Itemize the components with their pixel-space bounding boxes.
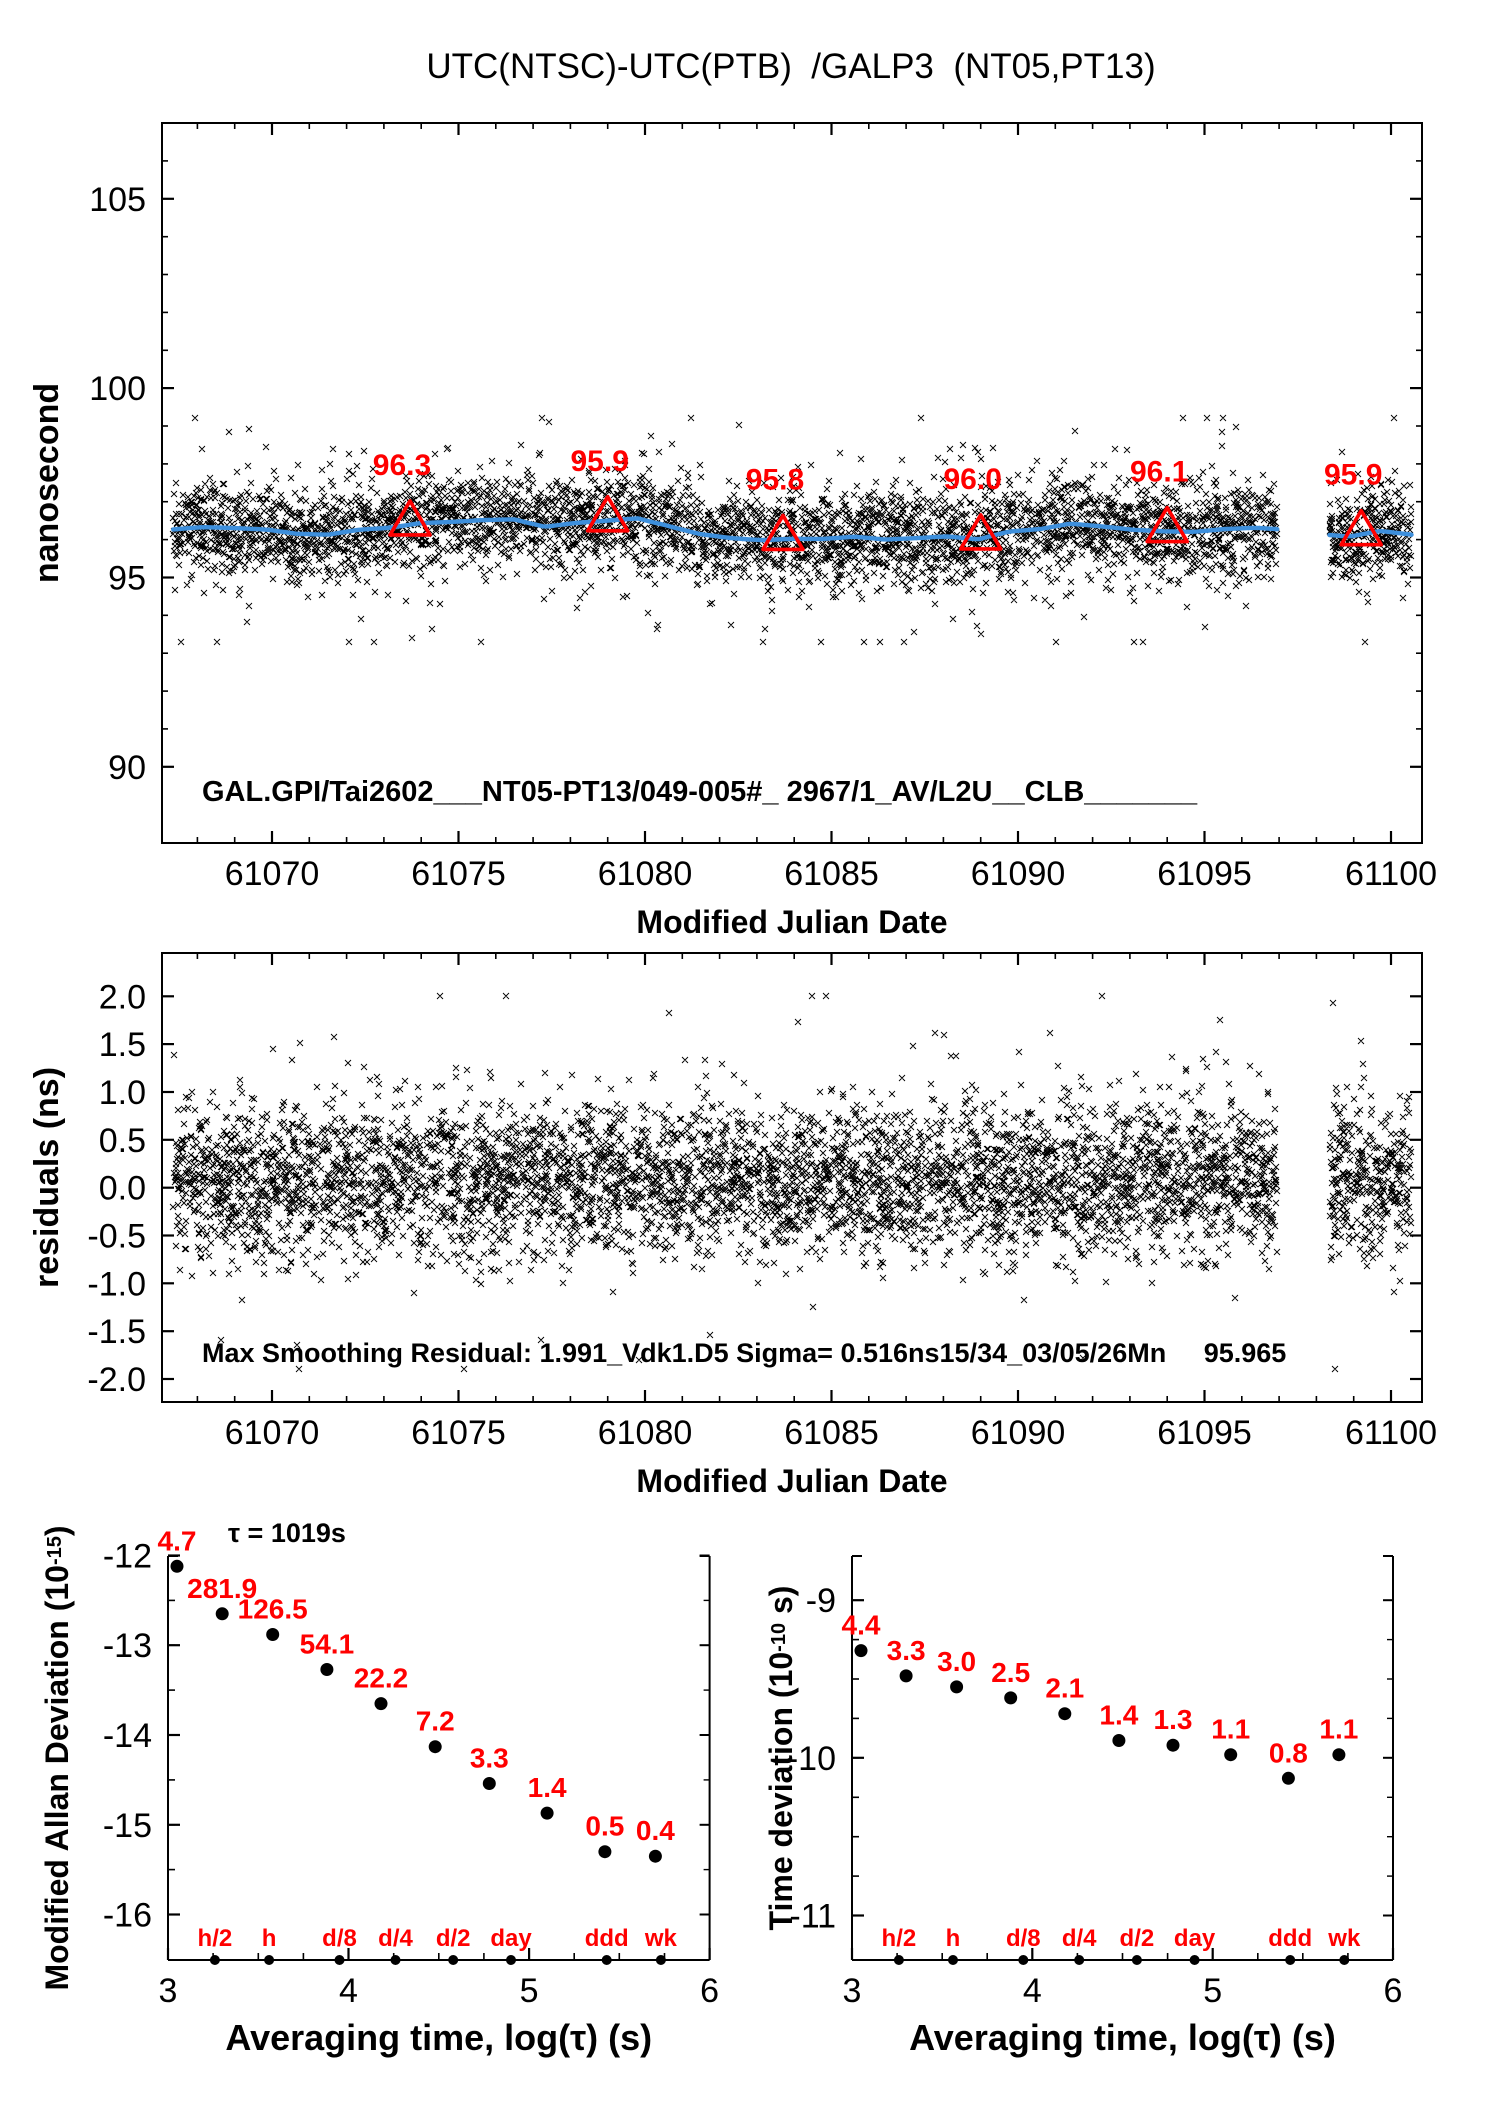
svg-text:UTC(NTSC)-UTC(PTB) /GALP3 (N: UTC(NTSC)-UTC(PTB) /GALP3 (NT05,PT13) [426, 47, 1155, 86]
svg-text:-13: -13 [103, 1627, 152, 1665]
svg-text:3.0: 3.0 [937, 1646, 976, 1677]
svg-text:-9: -9 [806, 1582, 836, 1620]
svg-text:Modified Julian Date: Modified Julian Date [636, 1463, 947, 1499]
svg-text:96.3: 96.3 [373, 449, 431, 482]
svg-text:61095: 61095 [1157, 1414, 1252, 1452]
svg-text:3: 3 [159, 1972, 178, 2010]
svg-text:0.0: 0.0 [99, 1170, 146, 1208]
svg-text:54.1: 54.1 [300, 1629, 355, 1660]
svg-text:105: 105 [89, 181, 146, 219]
svg-text:61085: 61085 [784, 1414, 879, 1452]
svg-text:100: 100 [89, 370, 146, 408]
svg-text:nanosecond: nanosecond [28, 383, 66, 583]
svg-text:7.2: 7.2 [416, 1706, 455, 1737]
svg-text:1.4: 1.4 [528, 1772, 567, 1803]
svg-text:Max Smoothing Residual: 1.991_: Max Smoothing Residual: 1.991_Vdk1.D5 Si… [202, 1338, 1286, 1368]
svg-text:1.1: 1.1 [1319, 1714, 1358, 1745]
svg-text:61090: 61090 [971, 855, 1066, 893]
svg-text:3.3: 3.3 [887, 1635, 926, 1666]
svg-text:6: 6 [1384, 1972, 1403, 2010]
svg-text:61075: 61075 [411, 1414, 506, 1452]
svg-text:61080: 61080 [598, 855, 693, 893]
svg-text:h/2: h/2 [198, 1925, 233, 1952]
svg-text:-2.0: -2.0 [87, 1361, 146, 1399]
svg-text:5: 5 [520, 1972, 539, 2010]
svg-text:GAL.GPI/Tai2602___NT05-PT13/04: GAL.GPI/Tai2602___NT05-PT13/049-005#_ 29… [202, 776, 1198, 808]
svg-text:wk: wk [1327, 1925, 1361, 1952]
svg-text:4.4: 4.4 [842, 1610, 881, 1641]
svg-text:d/8: d/8 [322, 1925, 357, 1952]
svg-text:1.3: 1.3 [1154, 1704, 1193, 1735]
svg-text:61075: 61075 [411, 855, 506, 893]
svg-text:1.5: 1.5 [99, 1026, 146, 1064]
svg-text:61085: 61085 [784, 855, 879, 893]
svg-text:τ = 1019s: τ = 1019s [228, 1518, 346, 1548]
svg-text:95.8: 95.8 [746, 463, 804, 496]
svg-text:2.0: 2.0 [99, 978, 146, 1016]
svg-text:d/2: d/2 [1120, 1925, 1155, 1952]
svg-text:0.8: 0.8 [1269, 1737, 1308, 1768]
svg-text:1.4: 1.4 [1099, 1700, 1138, 1731]
svg-text:ddd: ddd [585, 1925, 629, 1952]
svg-text:-16: -16 [103, 1897, 152, 1935]
svg-text:Modified Julian Date: Modified Julian Date [636, 904, 947, 940]
svg-text:61095: 61095 [1157, 855, 1252, 893]
svg-text:0.4: 0.4 [636, 1815, 675, 1846]
svg-text:95.9: 95.9 [571, 445, 629, 478]
svg-text:4: 4 [339, 1972, 358, 2010]
svg-text:4.7: 4.7 [158, 1525, 197, 1556]
svg-text:1.1: 1.1 [1211, 1714, 1250, 1745]
svg-text:3: 3 [843, 1972, 862, 2010]
svg-text:95: 95 [108, 560, 146, 598]
svg-text:day: day [490, 1925, 532, 1952]
svg-text:ddd: ddd [1268, 1925, 1312, 1952]
svg-text:2.5: 2.5 [991, 1657, 1030, 1688]
svg-text:-1.5: -1.5 [87, 1313, 146, 1351]
svg-text:-1.0: -1.0 [87, 1265, 146, 1303]
svg-text:0.5: 0.5 [585, 1811, 624, 1842]
svg-text:96.1: 96.1 [1130, 456, 1188, 489]
svg-text:d/2: d/2 [436, 1925, 471, 1952]
svg-text:day: day [1174, 1925, 1216, 1952]
svg-text:-14: -14 [103, 1717, 152, 1755]
svg-text:4: 4 [1023, 1972, 1042, 2010]
svg-text:Averaging time, log(τ) (s): Averaging time, log(τ) (s) [225, 2017, 652, 2058]
svg-text:Averaging time, log(τ) (s): Averaging time, log(τ) (s) [909, 2017, 1336, 2058]
svg-text:5: 5 [1203, 1972, 1222, 2010]
svg-text:-0.5: -0.5 [87, 1218, 146, 1256]
svg-text:96.0: 96.0 [944, 463, 1002, 496]
svg-text:90: 90 [108, 749, 146, 787]
svg-text:22.2: 22.2 [354, 1663, 409, 1694]
svg-text:1.0: 1.0 [99, 1074, 146, 1112]
svg-text:61070: 61070 [225, 1414, 320, 1452]
svg-text:61100: 61100 [1345, 855, 1437, 893]
svg-text:h: h [262, 1925, 277, 1952]
svg-text:6: 6 [700, 1972, 719, 2010]
svg-text:0.5: 0.5 [99, 1122, 146, 1160]
svg-text:61090: 61090 [971, 1414, 1066, 1452]
svg-text:61070: 61070 [225, 855, 320, 893]
svg-text:-12: -12 [103, 1538, 152, 1576]
svg-text:95.9: 95.9 [1324, 459, 1382, 492]
svg-text:d/4: d/4 [378, 1925, 413, 1952]
svg-text:d/4: d/4 [1062, 1925, 1097, 1952]
svg-text:61080: 61080 [598, 1414, 693, 1452]
svg-text:residuals (ns): residuals (ns) [28, 1067, 66, 1288]
svg-text:h/2: h/2 [882, 1925, 917, 1952]
svg-text:d/8: d/8 [1006, 1925, 1041, 1952]
svg-text:h: h [946, 1925, 961, 1952]
svg-text:2.1: 2.1 [1045, 1673, 1084, 1704]
svg-text:126.5: 126.5 [238, 1594, 308, 1625]
svg-text:-15: -15 [103, 1807, 152, 1845]
svg-text:61100: 61100 [1345, 1414, 1437, 1452]
svg-text:3.3: 3.3 [470, 1743, 509, 1774]
svg-text:Modified Allan Deviation (10-1: Modified Allan Deviation (10-15) [39, 1525, 75, 1990]
svg-text:wk: wk [644, 1925, 678, 1952]
